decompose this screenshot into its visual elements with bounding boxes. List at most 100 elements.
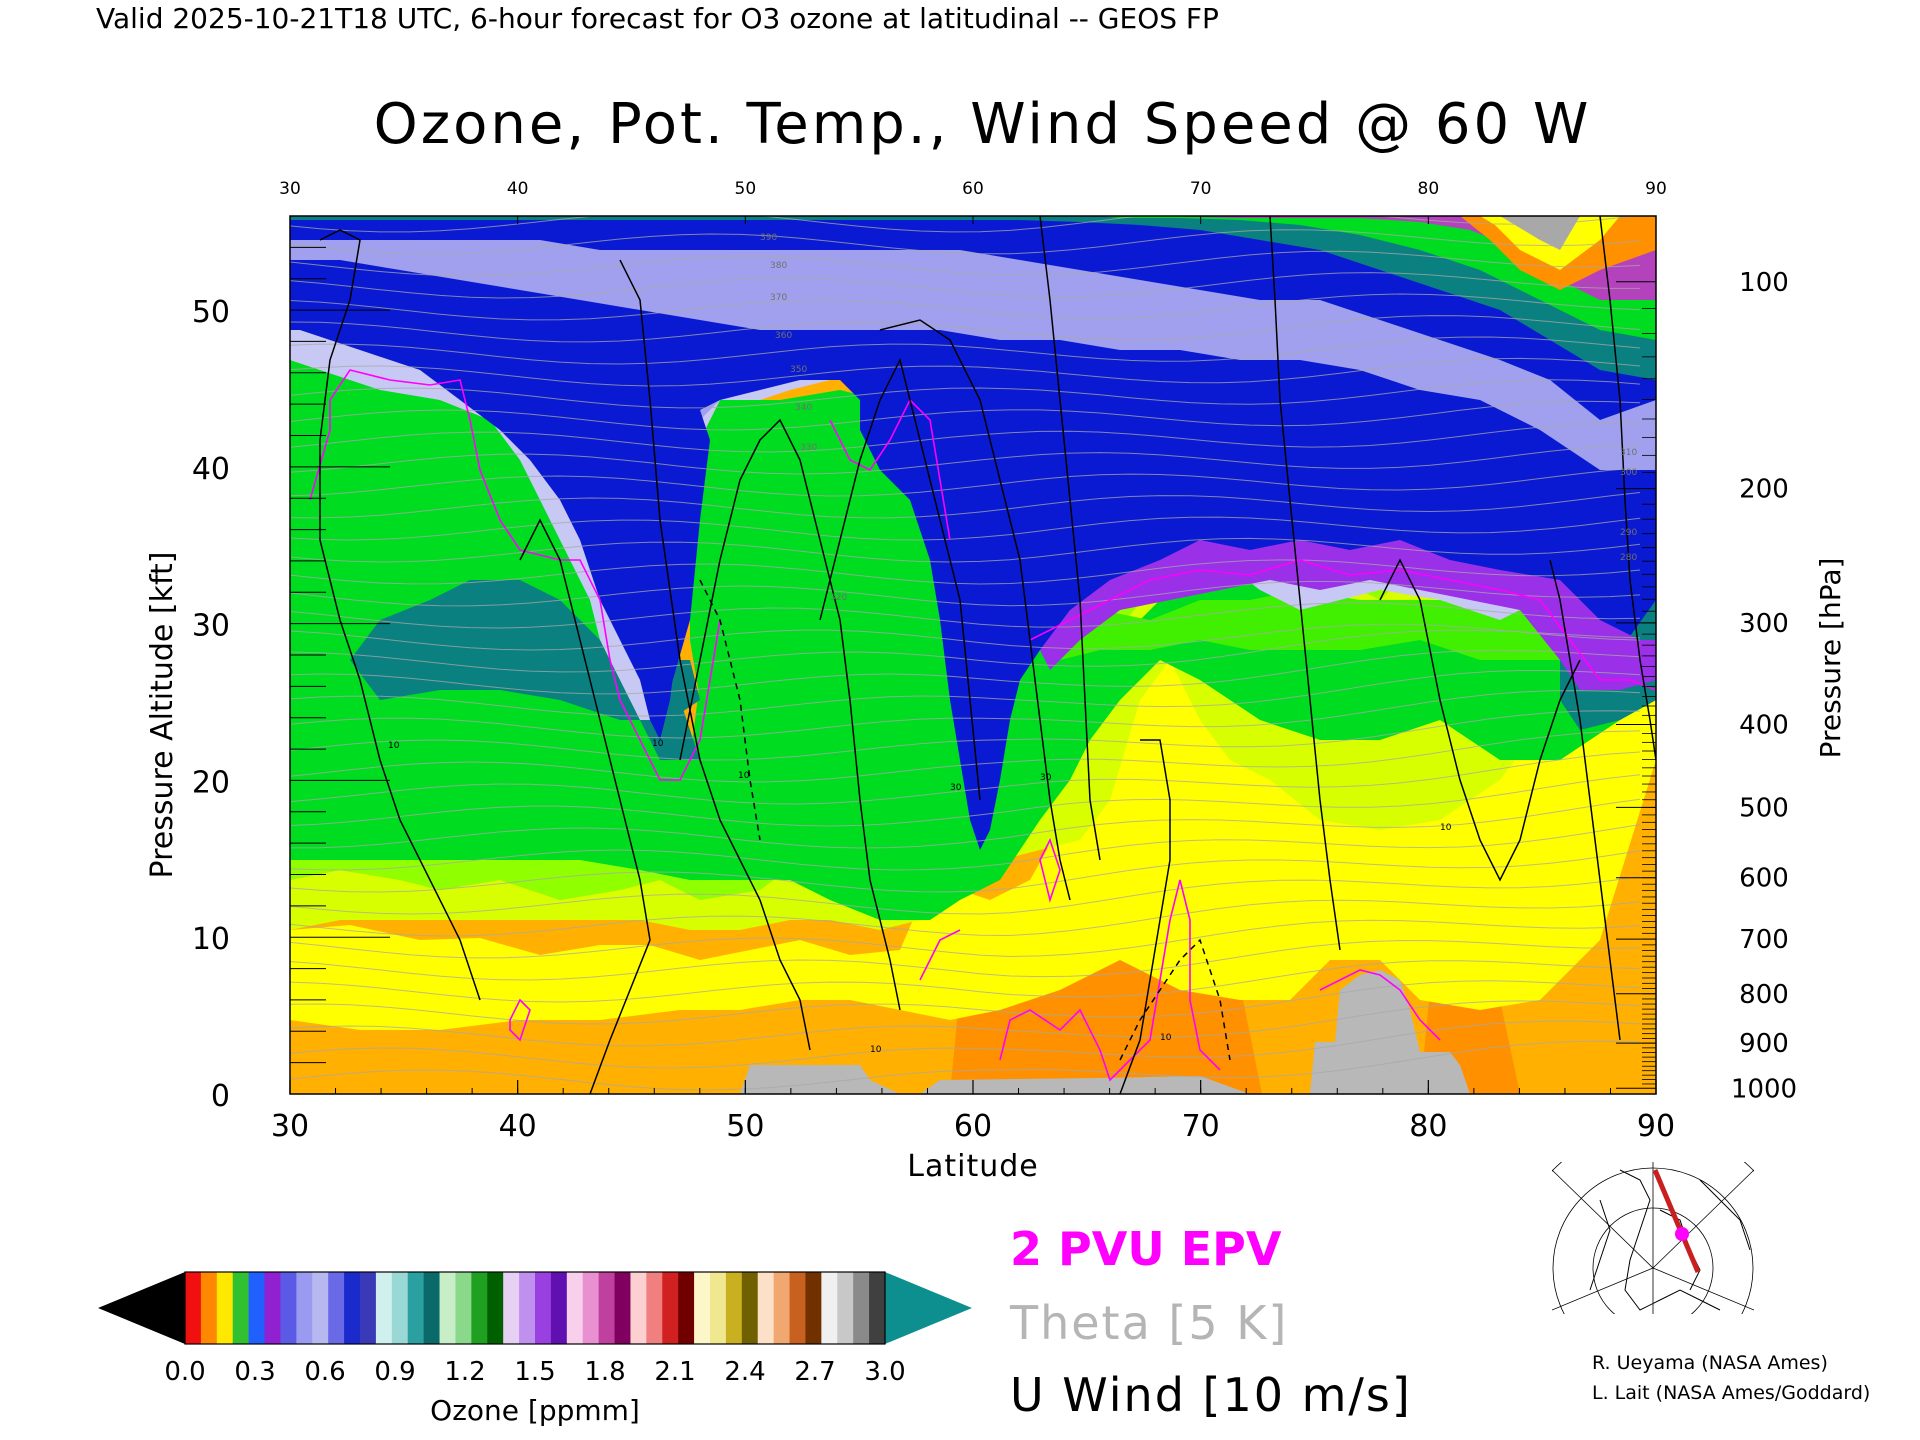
epv-contours [309,369,1656,1082]
theta-contour [290,623,1641,651]
map-section-track [1652,1169,1701,1273]
map-meridian [1552,1267,1654,1311]
theta-label: 380 [770,261,787,271]
colorbar-swatch [296,1272,313,1344]
theta-contour [290,229,1641,255]
map-meridian [1652,1267,1754,1311]
x-tick-label: 70 [1182,1109,1220,1144]
colorbar-frame [184,1271,886,1345]
wind-label: 30 [950,783,962,793]
wind-contour [1119,739,1171,1094]
x-tick-label: 30 [271,1109,309,1144]
colorbar-tick-label: 1.8 [584,1357,625,1387]
theta-contour [290,216,1640,233]
colorbar-swatch [821,1272,838,1344]
y-tick-label: 50 [192,295,230,330]
colorbar-swatch [423,1272,441,1344]
credit-line: L. Lait (NASA Ames/Goddard) [1592,1382,1871,1404]
theta-contour [290,467,1641,497]
theta-label: 300 [1620,468,1637,478]
theta-labels: 390 380 370 360 350 340 330 320 310 300 290 280 10 10… [388,233,1637,1055]
colorbar-swatch [360,1272,377,1344]
theta-contour [290,960,1641,1003]
colorbar-tick-label: 2.7 [794,1357,835,1387]
theta-contour [290,1000,1641,1047]
colorbar-tick-label: 0.9 [374,1357,415,1387]
x-top-tick-label: 90 [1645,179,1667,199]
terrain [920,1076,1250,1094]
colorbar-swatch [614,1272,632,1344]
epv-contour [1319,969,1441,1041]
colorbar-swatch [216,1272,234,1344]
wind-contour [679,418,901,1011]
colorbar-tick-label: 0.3 [234,1357,275,1387]
y-right-tick-label: 300 [1739,609,1789,639]
theta-label: 360 [775,331,792,341]
theta-contour [290,336,1641,365]
x-tick-label: 60 [954,1109,992,1144]
colorbar-swatch [232,1272,250,1344]
wind-contours [319,216,1656,1094]
theta-label: 350 [790,365,807,375]
colorbar-swatch [471,1272,488,1344]
theta-label: 280 [1620,553,1637,563]
y-right-tick-label: 1000 [1731,1074,1797,1104]
y-tick-label: 40 [192,452,230,487]
legend-theta: Theta [5 K] [1010,1296,1289,1350]
wind-label: 10 [738,771,750,781]
theta-contour [290,315,1641,343]
theta-contour [290,876,1641,915]
colorbar-swatch [535,1272,552,1344]
theta-label: 310 [1620,448,1637,458]
colorbar-swatch [487,1272,504,1344]
wind-contour-dashed [1119,938,1231,1061]
colorbar-tick-label: 3.0 [864,1357,905,1387]
theta-contour [290,690,1641,739]
theta-contour [290,537,1641,563]
wind-label: 10 [1160,1033,1172,1043]
colorbar-tick-label: 2.1 [654,1357,695,1387]
colorbar-swatch [264,1272,282,1344]
header-text: Valid 2025-10-21T18 UTC, 6-hour forecast… [96,2,1219,35]
colorbar-swatch [407,1272,425,1344]
x-tick-label: 90 [1637,1109,1675,1144]
wind-contour [319,229,481,1001]
theta-label: 330 [800,443,817,453]
theta-contour [290,492,1641,519]
wind-contour [1039,216,1101,861]
wind-contour [1599,216,1656,761]
colorbar-swatch [582,1272,600,1344]
theta-contour [290,649,1641,695]
epv-contour [919,929,961,981]
wind-contour [519,518,651,1094]
credits: R. Ueyama (NASA Ames) L. Lait (NASA Ames… [1592,1348,1870,1408]
theta-label: 370 [770,293,787,303]
colorbar-tick-label: 0.0 [164,1357,205,1387]
wind-label: 10 [870,1045,882,1055]
theta-contour [290,939,1641,981]
colorbar-swatch [248,1272,266,1344]
wind-contour [1549,559,1621,1041]
y-tick-label: 0 [211,1079,230,1114]
colorbar-swatch [678,1272,695,1344]
x-top-tick-label: 80 [1418,179,1440,199]
theta-contour [290,444,1641,475]
colorbar-swatch [789,1272,807,1344]
theta-contour [290,602,1641,629]
theta-contour [290,250,1641,277]
theta-contour [290,1020,1641,1069]
y-right-tick-label: 500 [1739,793,1789,823]
epv-contour [509,998,531,1042]
x-tick-label: 80 [1409,1109,1447,1144]
theta-contour [290,710,1641,761]
colorbar-label: Ozone [ppmm] [430,1394,640,1427]
terrain [1310,970,1470,1094]
colorbar-min-arrow [98,1272,185,1344]
colorbar-swatch [185,1272,202,1344]
colorbar-swatch [598,1272,616,1344]
colorbar: 0.0 0.3 0.6 0.9 1.2 1.5 1.8 2.1 2.4 2.7 3.0 Ozone [… [98,1271,972,1427]
colorbar-swatch [725,1272,743,1344]
field-yellow [290,560,1656,1094]
colorbar-swatch [773,1272,791,1344]
